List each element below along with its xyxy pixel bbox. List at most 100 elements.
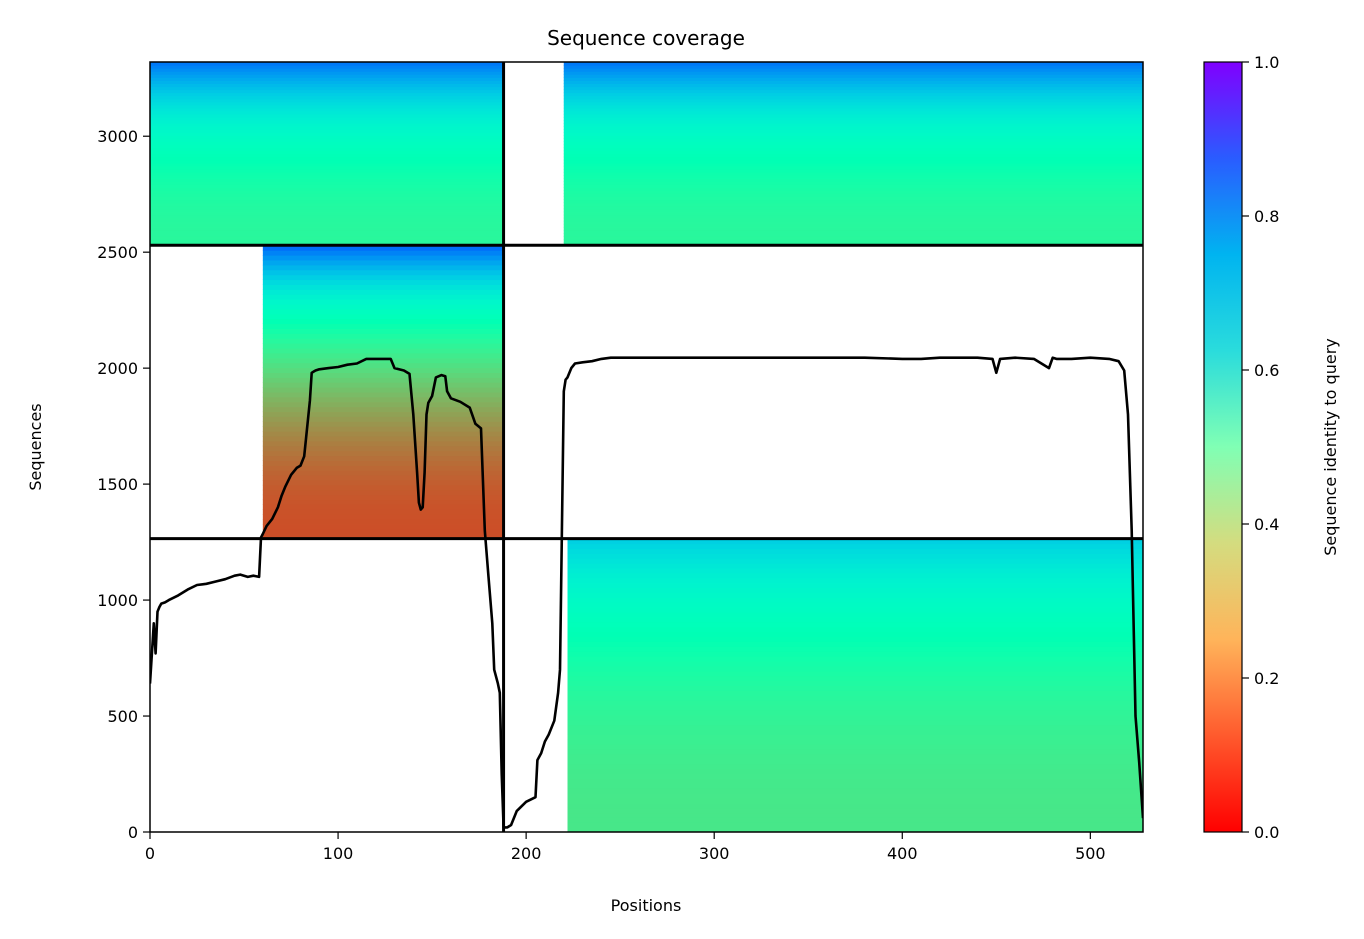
coverage-band xyxy=(262,308,504,315)
coverage-band xyxy=(262,289,504,295)
coverage-band xyxy=(563,98,1143,103)
y-axis-ticks: 0 500 1000 1500 2000 2500 3000 xyxy=(97,127,150,842)
coverage-band xyxy=(567,695,1143,701)
x-tick-label: 100 xyxy=(323,844,354,863)
coverage-band xyxy=(150,104,504,109)
coverage-band xyxy=(150,205,504,210)
coverage-band xyxy=(563,71,1143,75)
coverage-band xyxy=(563,95,1143,100)
y-tick-label: 0 xyxy=(128,823,138,842)
colorbar-ticks: 0.0 0.2 0.4 0.6 0.8 1.0 xyxy=(1242,53,1279,842)
coverage-band xyxy=(563,65,1143,69)
x-axis-label: Positions xyxy=(611,896,682,915)
coverage-band xyxy=(262,269,504,276)
coverage-band xyxy=(150,129,504,133)
coverage-band xyxy=(567,548,1143,554)
coverage-band xyxy=(567,631,1143,638)
coverage-band xyxy=(262,509,504,515)
chart-title: Sequence coverage xyxy=(547,26,745,50)
coverage-band xyxy=(150,199,504,204)
coverage-band xyxy=(150,226,504,231)
coverage-band xyxy=(567,651,1143,657)
coverage-band xyxy=(262,416,504,422)
coverage-band xyxy=(567,792,1143,799)
coverage-band xyxy=(262,259,504,266)
coverage-band xyxy=(567,817,1143,823)
coverage-band xyxy=(567,719,1143,726)
coverage-band xyxy=(150,65,504,69)
coverage-band xyxy=(150,116,504,121)
coverage-band xyxy=(150,95,504,100)
coverage-band xyxy=(563,83,1143,88)
coverage-band xyxy=(150,165,504,170)
coverage-band xyxy=(262,431,504,437)
coverage-band xyxy=(262,313,504,320)
coverage-band xyxy=(567,763,1143,770)
coverage-band xyxy=(150,220,504,225)
coverage-band xyxy=(262,333,504,339)
coverage-band xyxy=(567,822,1143,828)
coverage-band xyxy=(567,572,1143,579)
coverage-band xyxy=(262,279,504,285)
x-tick-label: 300 xyxy=(699,844,730,863)
coverage-band xyxy=(567,607,1143,613)
coverage-band xyxy=(262,411,504,417)
coverage-band xyxy=(262,294,504,300)
coverage-band xyxy=(563,208,1143,213)
coverage-band xyxy=(150,202,504,207)
coverage-band xyxy=(150,113,504,118)
coverage-band xyxy=(563,126,1143,130)
coverage-band xyxy=(563,239,1143,243)
coverage-band xyxy=(262,323,504,329)
coverage-band xyxy=(567,758,1143,765)
coverage-band xyxy=(150,138,504,142)
coverage-band xyxy=(563,116,1143,121)
coverage-band xyxy=(150,178,504,182)
coverage-band xyxy=(567,675,1143,682)
coverage-band xyxy=(567,768,1143,774)
coverage-band xyxy=(262,352,504,359)
coverage-band xyxy=(150,89,504,94)
coverage-band xyxy=(150,156,504,161)
coverage-band xyxy=(150,147,504,152)
coverage-band xyxy=(567,753,1143,760)
x-tick-label: 500 xyxy=(1075,844,1106,863)
y-tick-label: 2000 xyxy=(97,359,138,378)
coverage-band xyxy=(567,582,1143,589)
coverage-band xyxy=(567,787,1143,794)
coverage-band xyxy=(150,101,504,106)
coverage-band xyxy=(563,178,1143,182)
y-tick-label: 1500 xyxy=(97,475,138,494)
coverage-band xyxy=(563,202,1143,207)
coverage-band xyxy=(262,401,504,408)
coverage-band xyxy=(262,303,504,310)
coverage-band xyxy=(150,208,504,213)
coverage-band xyxy=(150,68,504,72)
coverage-band xyxy=(567,739,1143,745)
coverage-band xyxy=(567,734,1143,740)
coverage-band xyxy=(150,193,504,197)
coverage-band xyxy=(262,460,504,466)
coverage-band xyxy=(563,147,1143,152)
coverage-band xyxy=(262,435,504,442)
coverage-band xyxy=(262,284,504,290)
coverage-band xyxy=(563,129,1143,133)
coverage-band xyxy=(563,156,1143,161)
coverage-band xyxy=(262,299,504,305)
coverage-band xyxy=(567,636,1143,642)
coverage-band xyxy=(563,110,1143,115)
coverage-band xyxy=(150,239,504,243)
coverage-band xyxy=(563,233,1143,237)
coverage-band xyxy=(262,494,504,501)
coverage-band xyxy=(567,538,1143,545)
coverage-band xyxy=(563,153,1143,158)
coverage-band xyxy=(150,144,504,149)
coverage-band xyxy=(150,74,504,78)
coverage-band xyxy=(567,621,1143,628)
coverage-band xyxy=(567,587,1143,593)
coverage-band xyxy=(567,729,1143,735)
coverage-band xyxy=(563,205,1143,210)
coverage-band xyxy=(150,214,504,219)
coverage-band xyxy=(563,92,1143,97)
coverage-band xyxy=(567,827,1143,832)
